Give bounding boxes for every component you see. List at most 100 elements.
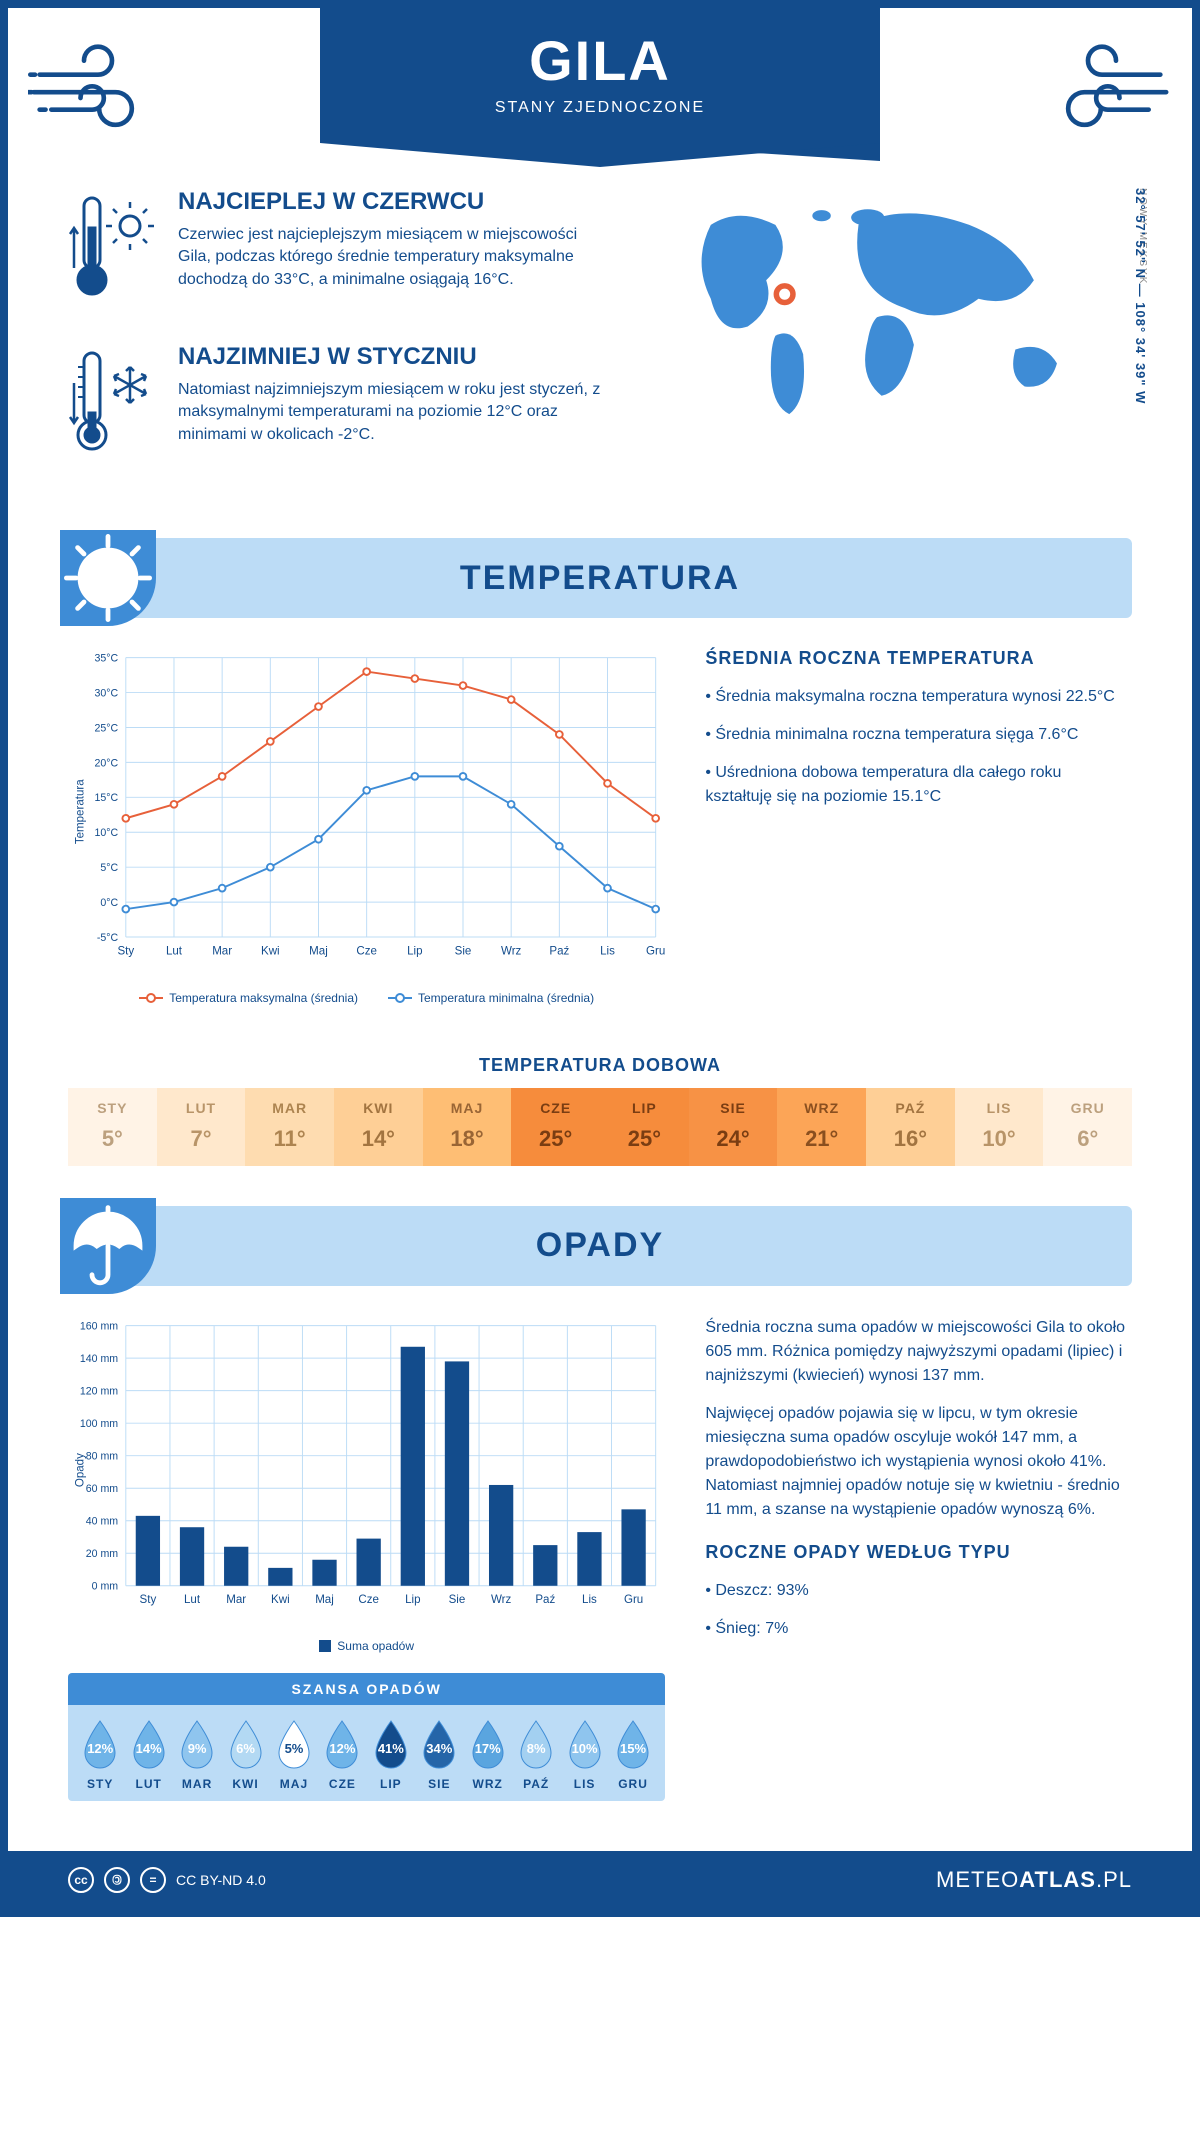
license-text: CC BY-ND 4.0 <box>176 1872 266 1888</box>
rain-p1: Średnia roczna suma opadów w miejscowośc… <box>705 1316 1132 1388</box>
license: cc 🄯 = CC BY-ND 4.0 <box>68 1867 266 1893</box>
rain-chance-cell: 12% CZE <box>318 1719 366 1791</box>
rain-chance-cell: 8% PAŹ <box>512 1719 560 1791</box>
temperature-side-text: ŚREDNIA ROCZNA TEMPERATURA • Średnia mak… <box>705 648 1132 1005</box>
rain-type-title: ROCZNE OPADY WEDŁUG TYPU <box>705 1542 1132 1563</box>
svg-text:Lip: Lip <box>407 945 422 957</box>
svg-text:140 mm: 140 mm <box>80 1353 118 1365</box>
drop-icon: 9% <box>176 1719 218 1771</box>
rain-chart-row: 0 mm20 mm40 mm60 mm80 mm100 mm120 mm140 … <box>8 1286 1192 1831</box>
svg-text:Cze: Cze <box>358 1594 379 1606</box>
svg-text:Wrz: Wrz <box>491 1594 512 1606</box>
daily-temp-title: TEMPERATURA DOBOWA <box>8 1055 1192 1076</box>
umbrella-icon <box>60 1198 156 1294</box>
brand-logo: METEOATLAS.PL <box>936 1867 1132 1893</box>
rain-chance-cell: 6% KWI <box>221 1719 269 1791</box>
svg-text:Gru: Gru <box>624 1594 643 1606</box>
svg-text:Kwi: Kwi <box>271 1594 290 1606</box>
title-banner: GILA STANY ZJEDNOCZONE <box>320 8 880 143</box>
svg-text:20°C: 20°C <box>94 757 118 769</box>
nd-icon: = <box>140 1867 166 1893</box>
svg-text:20 mm: 20 mm <box>86 1548 119 1560</box>
daily-temp-cell: LUT7° <box>157 1088 246 1166</box>
drop-icon: 6% <box>225 1719 267 1771</box>
map-column: NOWY MEKSYK 32° 57' 52" N — 108° 34' 39"… <box>640 188 1132 498</box>
svg-text:160 mm: 160 mm <box>80 1320 118 1332</box>
svg-text:Sie: Sie <box>449 1594 466 1606</box>
drop-icon: 34% <box>418 1719 460 1771</box>
svg-text:Paź: Paź <box>549 945 569 957</box>
daily-temp-cell: KWI14° <box>334 1088 423 1166</box>
daily-temp-cell: SIE24° <box>689 1088 778 1166</box>
daily-temp-cell: MAR11° <box>245 1088 334 1166</box>
svg-text:Paź: Paź <box>535 1594 555 1606</box>
svg-text:Lis: Lis <box>600 945 615 957</box>
world-map-icon <box>640 188 1132 428</box>
map-coords: 32° 57' 52" N — 108° 34' 39" W <box>1133 188 1148 498</box>
svg-text:Sty: Sty <box>140 1594 157 1606</box>
daily-temp-cell: LIP25° <box>600 1088 689 1166</box>
daily-temp-cell: LIS10° <box>955 1088 1044 1166</box>
drop-icon: 12% <box>321 1719 363 1771</box>
brand-c: .PL <box>1096 1867 1132 1892</box>
daily-temp-cell: MAJ18° <box>423 1088 512 1166</box>
daily-temp-cell: WRZ21° <box>777 1088 866 1166</box>
rain-chance-panel: SZANSA OPADÓW 12% STY 14% LUT 9% MAR <box>68 1673 665 1801</box>
brand-b: ATLAS <box>1019 1867 1096 1892</box>
header: GILA STANY ZJEDNOCZONE <box>8 8 1192 148</box>
rain-p2: Najwięcej opadów pojawia się w lipcu, w … <box>705 1402 1132 1522</box>
svg-text:30°C: 30°C <box>94 687 118 699</box>
temp-bullet: • Średnia minimalna roczna temperatura s… <box>705 723 1132 747</box>
drop-icon: 10% <box>564 1719 606 1771</box>
svg-text:80 mm: 80 mm <box>86 1450 119 1462</box>
thermometer-hot-icon <box>68 188 158 313</box>
fact-hot-title: NAJCIEPLEJ W CZERWCU <box>178 188 610 216</box>
daily-temp-table: STY5° LUT7° MAR11° KWI14° MAJ18° CZE25° … <box>68 1088 1132 1166</box>
svg-text:Lip: Lip <box>405 1594 420 1606</box>
daily-temp-cell: GRU6° <box>1043 1088 1132 1166</box>
fact-cold: NAJZIMNIEJ W STYCZNIU Natomiast najzimni… <box>68 343 610 468</box>
svg-text:Sty: Sty <box>117 945 134 957</box>
svg-text:25°C: 25°C <box>94 722 118 734</box>
temperature-legend: .lg-line[style*='#e7603a']::after{border… <box>68 991 665 1005</box>
svg-text:10°C: 10°C <box>94 827 118 839</box>
drop-icon: 15% <box>612 1719 654 1771</box>
rain-chance-cell: 12% STY <box>76 1719 124 1791</box>
svg-text:Mar: Mar <box>212 945 232 957</box>
svg-text:Mar: Mar <box>226 1594 246 1606</box>
svg-text:-5°C: -5°C <box>97 932 119 944</box>
rain-legend: Suma opadów <box>68 1639 665 1653</box>
svg-text:Lis: Lis <box>582 1594 597 1606</box>
svg-text:Opady: Opady <box>74 1452 86 1486</box>
drop-icon: 14% <box>128 1719 170 1771</box>
temperature-section-header: TEMPERATURA <box>68 538 1132 618</box>
svg-text:Cze: Cze <box>356 945 377 957</box>
footer: cc 🄯 = CC BY-ND 4.0 METEOATLAS.PL <box>8 1851 1192 1909</box>
svg-text:5°C: 5°C <box>100 862 118 874</box>
rain-chance-cell: 15% GRU <box>609 1719 657 1791</box>
wind-icon-right <box>1012 8 1192 148</box>
wind-icon-left <box>8 8 188 148</box>
sun-icon <box>60 530 156 626</box>
brand-a: METEO <box>936 1867 1019 1892</box>
drop-icon: 17% <box>467 1719 509 1771</box>
svg-text:Wrz: Wrz <box>501 945 522 957</box>
svg-text:15°C: 15°C <box>94 792 118 804</box>
temp-bullet: • Uśredniona dobowa temperatura dla całe… <box>705 761 1132 809</box>
rain-chance-cell: 10% LIS <box>560 1719 608 1791</box>
temp-bullet: • Średnia maksymalna roczna temperatura … <box>705 685 1132 709</box>
svg-text:35°C: 35°C <box>94 652 118 664</box>
rain-chance-cell: 9% MAR <box>173 1719 221 1791</box>
page-title: GILA <box>380 28 820 93</box>
temperature-title: TEMPERATURA <box>460 559 740 598</box>
svg-text:Lut: Lut <box>166 945 183 957</box>
drop-icon: 12% <box>79 1719 121 1771</box>
rain-title: OPADY <box>536 1226 664 1265</box>
rain-section-header: OPADY <box>68 1206 1132 1286</box>
rain-chance-cell: 41% LIP <box>367 1719 415 1791</box>
thermometer-cold-icon <box>68 343 158 468</box>
svg-text:Lut: Lut <box>184 1594 201 1606</box>
drop-icon: 41% <box>370 1719 412 1771</box>
drop-icon: 5% <box>273 1719 315 1771</box>
svg-text:100 mm: 100 mm <box>80 1418 118 1430</box>
